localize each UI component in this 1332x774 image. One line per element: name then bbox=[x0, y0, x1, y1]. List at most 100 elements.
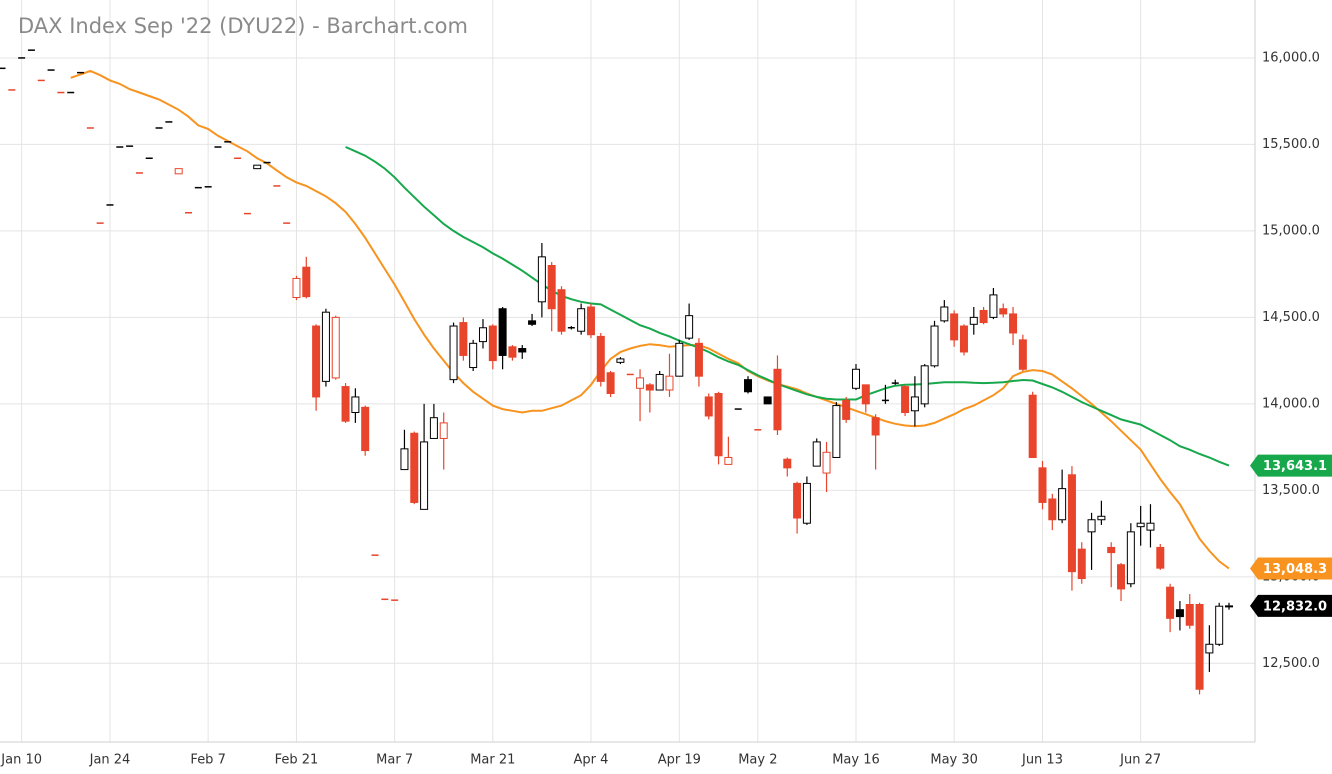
candle-body bbox=[694, 342, 703, 377]
candle-body bbox=[1146, 522, 1155, 531]
candle-body bbox=[1107, 546, 1116, 554]
candle-body bbox=[586, 306, 595, 336]
candle-body bbox=[1038, 467, 1047, 503]
candle-body bbox=[999, 308, 1008, 315]
candle-body bbox=[1009, 313, 1018, 334]
candle-body bbox=[704, 396, 713, 417]
candle-body bbox=[508, 346, 517, 358]
candle-body bbox=[901, 386, 910, 414]
candle-body bbox=[341, 386, 350, 422]
moving-average-line bbox=[345, 146, 1230, 467]
candle-body bbox=[1225, 605, 1233, 608]
candle-body bbox=[469, 342, 478, 369]
candle-body bbox=[488, 325, 497, 362]
price-tag-label: 13,048.3 bbox=[1263, 562, 1327, 577]
candle-body bbox=[528, 320, 537, 325]
x-tick-label: May 30 bbox=[930, 753, 978, 768]
candle-body bbox=[832, 405, 841, 458]
candle-body bbox=[429, 417, 438, 439]
candle-body bbox=[655, 373, 664, 391]
candle-body bbox=[744, 379, 753, 393]
moving-average-line bbox=[70, 69, 1230, 570]
candle-body bbox=[1126, 531, 1135, 585]
candle-body bbox=[449, 325, 458, 381]
candle-body bbox=[410, 432, 419, 503]
candle-body bbox=[253, 164, 262, 170]
price-tag bbox=[1250, 594, 1332, 617]
candle-body bbox=[812, 441, 821, 467]
candle-body bbox=[1136, 522, 1145, 528]
candle-body bbox=[724, 456, 733, 465]
candle-body bbox=[498, 308, 507, 356]
x-tick-label: Apr 4 bbox=[574, 753, 609, 768]
price-tag-label: 13,643.1 bbox=[1263, 459, 1327, 474]
candle-body bbox=[1156, 546, 1165, 569]
candle-body bbox=[773, 368, 782, 431]
candle-body bbox=[292, 277, 301, 298]
y-tick-label: 12,500.0 bbox=[1262, 656, 1320, 671]
candle-body bbox=[910, 396, 919, 412]
candle-body bbox=[616, 358, 625, 363]
x-tick-label: May 16 bbox=[832, 753, 880, 768]
candle-body bbox=[537, 256, 546, 303]
candle-body bbox=[1077, 548, 1086, 580]
x-tick-label: Feb 21 bbox=[275, 753, 319, 768]
y-tick-label: 14,000.0 bbox=[1262, 396, 1320, 411]
candle-body bbox=[1195, 603, 1204, 690]
x-tick-label: Jun 13 bbox=[1021, 753, 1063, 768]
x-tick-label: Jan 10 bbox=[0, 753, 42, 768]
candle-body bbox=[321, 311, 330, 382]
y-tick-label: 15,000.0 bbox=[1262, 223, 1320, 238]
candle-body bbox=[665, 375, 674, 391]
candle-body bbox=[361, 406, 370, 452]
x-tick-label: Apr 19 bbox=[658, 753, 701, 768]
y-tick-label: 13,500.0 bbox=[1262, 483, 1320, 498]
price-tag bbox=[1250, 454, 1332, 477]
candle-body bbox=[557, 289, 566, 332]
x-tick-label: Jan 24 bbox=[89, 753, 131, 768]
labels: 12,500.013,000.013,500.014,000.014,500.0… bbox=[0, 50, 1332, 768]
candle-body bbox=[793, 482, 802, 519]
candle-body bbox=[420, 441, 429, 510]
candle-body bbox=[606, 372, 615, 394]
candle-body bbox=[959, 325, 968, 353]
candle-body bbox=[714, 392, 723, 457]
candle-body bbox=[940, 306, 949, 322]
candle-body bbox=[312, 325, 321, 398]
candle-body bbox=[459, 322, 468, 356]
candle-body bbox=[1185, 603, 1194, 626]
candle-body bbox=[174, 168, 183, 175]
price-tag-label: 12,832.0 bbox=[1263, 599, 1327, 614]
candle-body bbox=[645, 384, 654, 391]
candle-body bbox=[842, 399, 851, 420]
candle-body bbox=[1028, 394, 1037, 458]
candle-body bbox=[1205, 643, 1214, 654]
candle-body bbox=[822, 451, 831, 474]
candle-body bbox=[969, 316, 978, 325]
candle-body bbox=[1067, 474, 1076, 573]
candle-body bbox=[950, 313, 959, 341]
candle-body bbox=[763, 396, 772, 405]
candle-body bbox=[989, 294, 998, 318]
candle-body bbox=[851, 368, 860, 389]
y-tick-label: 16,000.0 bbox=[1262, 50, 1320, 65]
candle-body bbox=[861, 384, 870, 405]
candle-body bbox=[783, 458, 792, 469]
price-tag bbox=[1250, 557, 1332, 580]
grid bbox=[0, 0, 1255, 742]
candle-body bbox=[1087, 519, 1096, 533]
candle-body bbox=[1048, 498, 1057, 521]
candle-body bbox=[518, 348, 527, 353]
candle-body bbox=[1097, 515, 1106, 521]
y-tick-label: 15,500.0 bbox=[1262, 137, 1320, 152]
candle-body bbox=[685, 315, 694, 339]
candle-body bbox=[1018, 339, 1027, 370]
x-tick-label: Jun 27 bbox=[1119, 753, 1161, 768]
x-tick-label: Mar 21 bbox=[470, 753, 515, 768]
candle-body bbox=[979, 309, 988, 324]
candle-body bbox=[547, 264, 556, 310]
candle-body bbox=[577, 308, 586, 332]
candle-body bbox=[1175, 609, 1184, 618]
candle-body bbox=[802, 482, 811, 524]
